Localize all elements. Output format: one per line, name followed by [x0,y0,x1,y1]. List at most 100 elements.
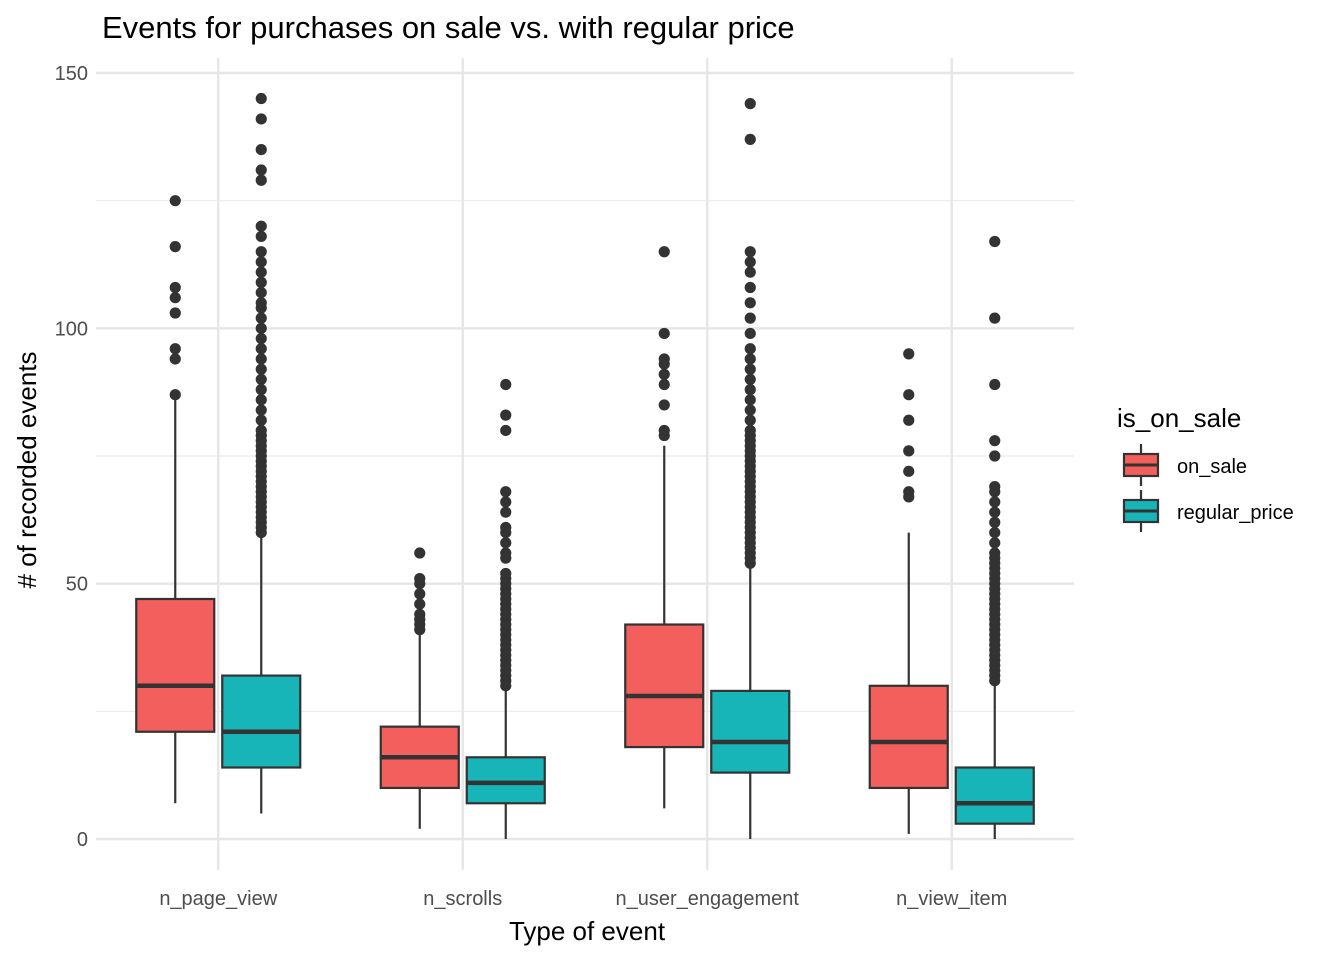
outlier-point [255,164,267,176]
box-body [954,766,1035,825]
outlier-point [255,343,267,355]
outlier-point [744,281,756,294]
outlier-point [989,516,1001,528]
outlier-point [744,256,756,268]
outlier-point [989,537,1001,549]
outlier-point [744,98,756,110]
outlier-point [255,394,267,406]
outlier-point [255,256,267,268]
outlier-point [169,292,181,304]
outlier-point [744,353,756,365]
outlier-point [500,409,512,421]
outlier-point [989,378,1001,391]
outlier-point [255,113,267,125]
y-tick-label: 150 [55,63,88,85]
outlier-point [500,424,512,437]
outlier-point [989,450,1001,462]
outlier-point [744,384,756,396]
outlier-point [989,496,1001,508]
outlier-point [414,598,426,610]
legend-label: on_sale [1177,456,1247,478]
outlier-point [255,144,267,156]
outlier-point [255,404,267,416]
outlier-point [255,414,267,426]
box-body [135,597,216,733]
outlier-point [255,297,267,309]
outlier-point [414,572,426,585]
outlier-point [169,241,181,253]
box-on_sale-n_scrolls [379,547,460,829]
outlier-point [744,363,756,375]
outlier-point [414,608,426,620]
outlier-point [744,312,756,324]
outlier-point [744,266,756,278]
outlier-point [903,414,915,426]
chart-title: Events for purchases on sale vs. with re… [102,10,795,45]
outlier-point [903,389,915,401]
box-body [624,623,705,749]
outlier-point [744,424,756,437]
legend-item-regular_price: regular_price [1122,490,1294,532]
y-tick-label: 50 [66,574,88,596]
outlier-point [658,378,670,391]
outlier-point [169,343,181,355]
box-body [710,689,791,774]
outlier-point [989,506,1001,518]
outlier-point [500,378,512,391]
outlier-point [500,547,512,559]
outlier-point [255,353,267,365]
outlier-point [744,327,756,340]
outlier-point [255,286,267,299]
x-tick-label: n_view_item [896,888,1007,910]
outlier-point [414,547,426,559]
outlier-point [255,312,267,324]
box-regular_price-n_page_view [221,92,302,814]
outlier-point [658,246,670,258]
outlier-point [169,353,181,365]
outlier-point [744,394,756,406]
outlier-point [255,230,267,243]
box-regular_price-n_user_engagement [710,98,791,839]
outlier-point [500,486,512,498]
y-tick-label: 0 [77,829,88,851]
outlier-point [169,281,181,294]
outlier-point [658,399,670,411]
outlier-point [903,465,915,477]
outlier-point [744,246,756,258]
box-body [868,684,949,790]
box-body [221,674,302,769]
outlier-point [989,312,1001,324]
outlier-point [255,322,267,334]
outlier-point [414,588,426,600]
outlier-point [255,266,267,278]
outlier-point [500,537,512,549]
outlier-point [744,343,756,355]
box-body [465,756,546,805]
legend: is_on_sale on_sale regular_price [1117,403,1294,532]
outlier-point [744,373,756,385]
outlier-point [169,195,181,207]
outlier-point [658,327,670,340]
outlier-point [903,445,915,457]
outlier-point [255,174,267,186]
outlier-point [658,368,670,380]
x-tick-label: n_user_engagement [616,888,800,910]
outlier-point [989,435,1001,447]
box-on_sale-n_page_view [135,195,216,804]
outlier-point [255,373,267,385]
x-axis-title: Type of event [509,916,666,946]
outlier-point [989,481,1001,493]
outlier-point [744,414,756,426]
legend-item-on_sale: on_sale [1122,444,1247,486]
outlier-point [255,276,267,288]
outlier-point [169,307,181,319]
outlier-point [500,567,512,580]
outlier-point [658,353,670,365]
x-tick-label: n_page_view [159,888,277,910]
legend-title: is_on_sale [1117,403,1241,433]
outlier-point [903,348,915,360]
box-on_sale-n_user_engagement [624,246,705,809]
outlier-point [500,496,512,508]
box-regular_price-n_view_item [954,235,1035,839]
